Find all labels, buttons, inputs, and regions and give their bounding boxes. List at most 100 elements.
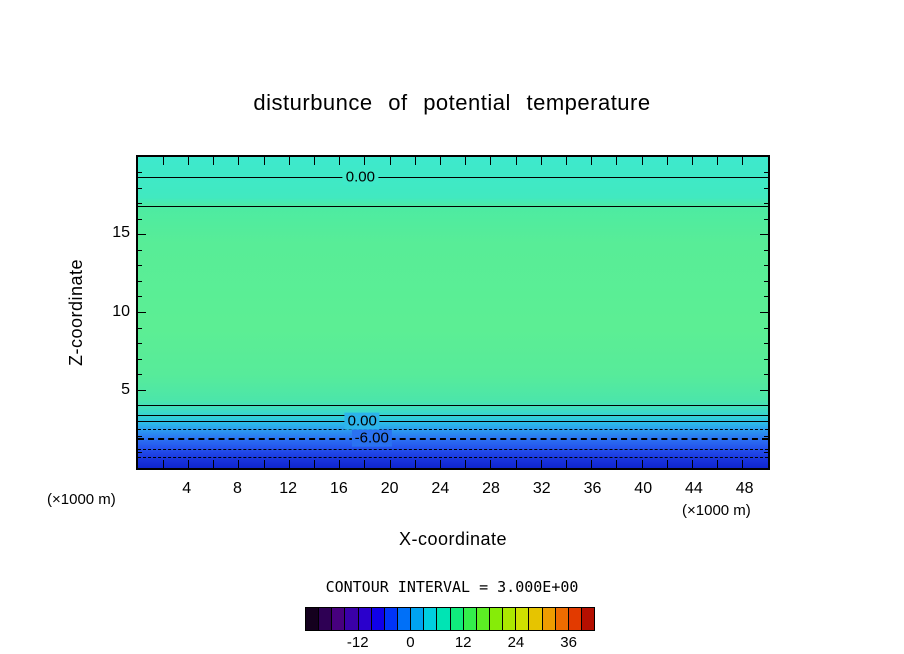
colorbar-segment: [410, 608, 424, 630]
colorbar-segment: [449, 608, 463, 630]
y-axis-tick: [138, 327, 142, 329]
x-axis-tick: [263, 460, 265, 468]
colorbar-segment: [383, 608, 397, 630]
x-axis-tick: [389, 157, 391, 165]
y-tick-labels: 5 10 15: [90, 155, 130, 470]
colorbar-tick-label: 36: [560, 634, 577, 651]
y-axis-tick: [760, 312, 768, 313]
x-axis-tick: [490, 460, 492, 468]
y-axis-tick: [764, 296, 768, 298]
y-axis-tick: [764, 187, 768, 189]
x-axis-tick: [465, 157, 467, 165]
x-axis-tick: [364, 157, 366, 165]
x-axis-tick: [162, 460, 164, 468]
colorbar-segment: [423, 608, 437, 630]
y-axis-tick: [764, 451, 768, 453]
x-axis-tick: [414, 460, 416, 468]
colorbar: -12 0 12 24 36: [305, 607, 595, 651]
x-axis-tick: [364, 460, 366, 468]
x-axis-tick: [490, 157, 492, 165]
colorbar-segment: [567, 608, 581, 630]
contour-label: 0.00: [344, 412, 380, 430]
x-axis-tick: [187, 460, 189, 468]
x-axis-tick: [263, 157, 265, 165]
x-axis-tick: [515, 460, 517, 468]
y-axis-tick: [764, 327, 768, 329]
colorbar-segment: [554, 608, 568, 630]
colorbar-segment: [306, 608, 319, 630]
x-tick-label: 32: [532, 480, 551, 497]
colorbar-tick-label: 12: [454, 634, 472, 651]
y-axis-tick: [760, 389, 768, 391]
x-tick-label: 36: [583, 480, 602, 497]
contour-label: -6.00: [351, 430, 392, 448]
contour-line: [138, 415, 768, 417]
y-axis-tick: [764, 374, 768, 376]
y-tick-label: 5: [121, 381, 130, 399]
colorbar-tick-label: 0: [406, 634, 415, 651]
x-axis-tick: [641, 460, 643, 468]
x-axis-tick: [515, 157, 517, 165]
x-axis-tick: [465, 460, 467, 468]
y-axis-unit: (×1000 m): [47, 491, 116, 508]
x-tick-label: 4: [182, 480, 192, 497]
colorbar-segment: [357, 608, 371, 630]
y-axis-tick: [138, 249, 142, 251]
x-tick-label: 40: [634, 480, 653, 497]
x-axis-tick: [691, 157, 693, 165]
x-axis-tick: [439, 157, 441, 165]
x-axis-tick: [414, 157, 416, 165]
colorbar-gradient: [305, 607, 595, 631]
x-tick-label: 16: [329, 480, 348, 497]
colorbar-segment: [344, 608, 358, 630]
x-axis-tick: [313, 460, 315, 468]
y-axis-tick: [138, 203, 142, 205]
x-axis-tick: [691, 460, 693, 468]
y-axis-label: Z-coordinate: [66, 258, 87, 367]
colorbar-segment: [475, 608, 489, 630]
x-axis-tick: [439, 460, 441, 468]
x-axis-tick: [666, 157, 668, 165]
y-axis-tick: [760, 234, 768, 236]
y-axis-tick: [764, 249, 768, 251]
y-axis-tick: [138, 451, 142, 453]
x-axis-tick: [717, 157, 719, 165]
y-axis-tick: [138, 280, 142, 282]
colorbar-segment: [318, 608, 332, 630]
x-axis-tick: [339, 157, 341, 165]
colorbar-segment: [396, 608, 411, 630]
y-axis-tick: [764, 436, 768, 438]
x-axis-tick: [540, 157, 542, 165]
x-axis-tick: [313, 157, 315, 165]
x-axis-tick: [565, 157, 567, 165]
x-axis-tick: [616, 460, 618, 468]
colorbar-segment: [541, 608, 555, 630]
contour-line: [138, 438, 768, 441]
y-axis-tick: [138, 343, 142, 345]
y-axis-tick: [764, 358, 768, 360]
contour-interval-note: CONTOUR INTERVAL = 3.000E+00: [325, 578, 579, 596]
x-tick-label: 48: [735, 480, 754, 497]
y-axis-tick: [138, 172, 142, 174]
colorbar-segment: [331, 608, 345, 630]
x-tick-label: 24: [431, 480, 450, 497]
y-axis-tick: [138, 312, 146, 313]
x-axis-unit: (×1000 m): [682, 502, 751, 519]
x-axis-tick: [238, 157, 240, 165]
x-tick-label: 28: [482, 480, 500, 497]
contour-line: [138, 456, 768, 458]
y-axis-tick: [138, 358, 142, 360]
contour-label: 0.00: [342, 168, 378, 186]
y-axis-tick: [138, 187, 142, 189]
colorbar-segment: [436, 608, 450, 630]
y-tick-label: 10: [112, 302, 130, 320]
y-axis-tick: [138, 389, 146, 391]
colorbar-tick-label: 24: [507, 634, 525, 651]
colorbar-segment: [502, 608, 516, 630]
colorbar-tick-label: -12: [346, 634, 369, 651]
y-axis-tick: [138, 296, 142, 298]
y-axis-tick: [764, 218, 768, 220]
x-tick-label: 20: [380, 480, 399, 497]
contour-line: [138, 205, 768, 207]
